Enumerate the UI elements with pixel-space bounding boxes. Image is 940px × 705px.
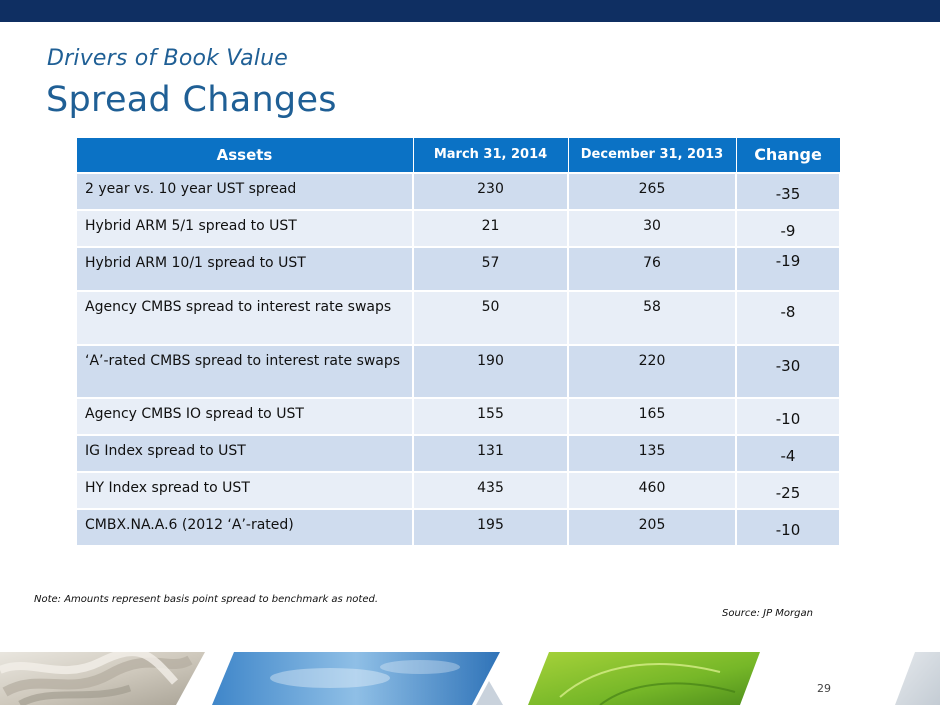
march-value-cell: 435: [412, 470, 569, 510]
change-value-cell: -25: [735, 470, 841, 510]
change-value-cell: -19: [735, 245, 841, 292]
december-value-cell: 265: [567, 171, 737, 211]
slide-subtitle: Drivers of Book Value: [47, 46, 289, 71]
asset-cell: Agency CMBS IO spread to UST: [75, 396, 414, 436]
table-header-row: Assets March 31, 2014 December 31, 2013 …: [75, 137, 841, 173]
march-value-cell: 50: [412, 289, 569, 346]
change-value-cell: -10: [735, 396, 841, 436]
header-assets: Assets: [75, 137, 414, 173]
asset-cell: 2 year vs. 10 year UST spread: [75, 171, 414, 211]
table-row: Hybrid ARM 10/1 spread to UST 57 76 -19: [75, 245, 841, 292]
table-row: 2 year vs. 10 year UST spread 230 265 -3…: [75, 171, 841, 211]
table-row: IG Index spread to UST 131 135 -4: [75, 433, 841, 473]
page-number: 29: [817, 682, 831, 695]
december-value-cell: 205: [567, 507, 737, 547]
asset-cell: Hybrid ARM 10/1 spread to UST: [75, 245, 414, 292]
asset-cell: HY Index spread to UST: [75, 470, 414, 510]
asset-cell: CMBX.NA.A.6 (2012 ‘A’-rated): [75, 507, 414, 547]
table-row: Hybrid ARM 5/1 spread to UST 21 30 -9: [75, 208, 841, 248]
march-value-cell: 131: [412, 433, 569, 473]
grey-corner-shape: [895, 652, 940, 705]
change-value-cell: -10: [735, 507, 841, 547]
december-value-cell: 30: [567, 208, 737, 248]
asset-cell: ‘A’-rated CMBS spread to interest rate s…: [75, 343, 414, 399]
asset-cell: IG Index spread to UST: [75, 433, 414, 473]
change-value-cell: -9: [735, 208, 841, 248]
asset-cell: Hybrid ARM 5/1 spread to UST: [75, 208, 414, 248]
header-march-2014: March 31, 2014: [412, 137, 569, 173]
december-value-cell: 460: [567, 470, 737, 510]
december-value-cell: 135: [567, 433, 737, 473]
march-value-cell: 21: [412, 208, 569, 248]
december-value-cell: 165: [567, 396, 737, 436]
asset-cell: Agency CMBS spread to interest rate swap…: [75, 289, 414, 346]
header-december-2013: December 31, 2013: [567, 137, 737, 173]
march-value-cell: 57: [412, 245, 569, 292]
december-value-cell: 76: [567, 245, 737, 292]
march-value-cell: 155: [412, 396, 569, 436]
table-row: Agency CMBS IO spread to UST 155 165 -10: [75, 396, 841, 436]
slide-title: Spread Changes: [46, 80, 337, 120]
source-note: Source: JP Morgan: [722, 608, 813, 619]
change-value-cell: -30: [735, 343, 841, 399]
table-row: CMBX.NA.A.6 (2012 ‘A’-rated) 195 205 -10: [75, 507, 841, 547]
change-value-cell: -35: [735, 171, 841, 211]
change-value-cell: -8: [735, 289, 841, 346]
grey-triangle-shape: [476, 681, 503, 705]
december-value-cell: 220: [567, 343, 737, 399]
spread-changes-table: Assets March 31, 2014 December 31, 2013 …: [75, 137, 841, 547]
table-row: HY Index spread to UST 435 460 -25: [75, 470, 841, 510]
sky-image: [212, 652, 500, 705]
rope-image: [0, 652, 205, 705]
march-value-cell: 195: [412, 507, 569, 547]
footnote: Note: Amounts represent basis point spre…: [34, 594, 379, 605]
december-value-cell: 58: [567, 289, 737, 346]
footer-image-strip: [0, 652, 940, 705]
march-value-cell: 190: [412, 343, 569, 399]
top-banner: [0, 0, 940, 22]
march-value-cell: 230: [412, 171, 569, 211]
table-row: Agency CMBS spread to interest rate swap…: [75, 289, 841, 346]
leaf-image: [528, 652, 760, 705]
header-change: Change: [735, 137, 841, 173]
table-row: ‘A’-rated CMBS spread to interest rate s…: [75, 343, 841, 399]
change-value-cell: -4: [735, 433, 841, 473]
